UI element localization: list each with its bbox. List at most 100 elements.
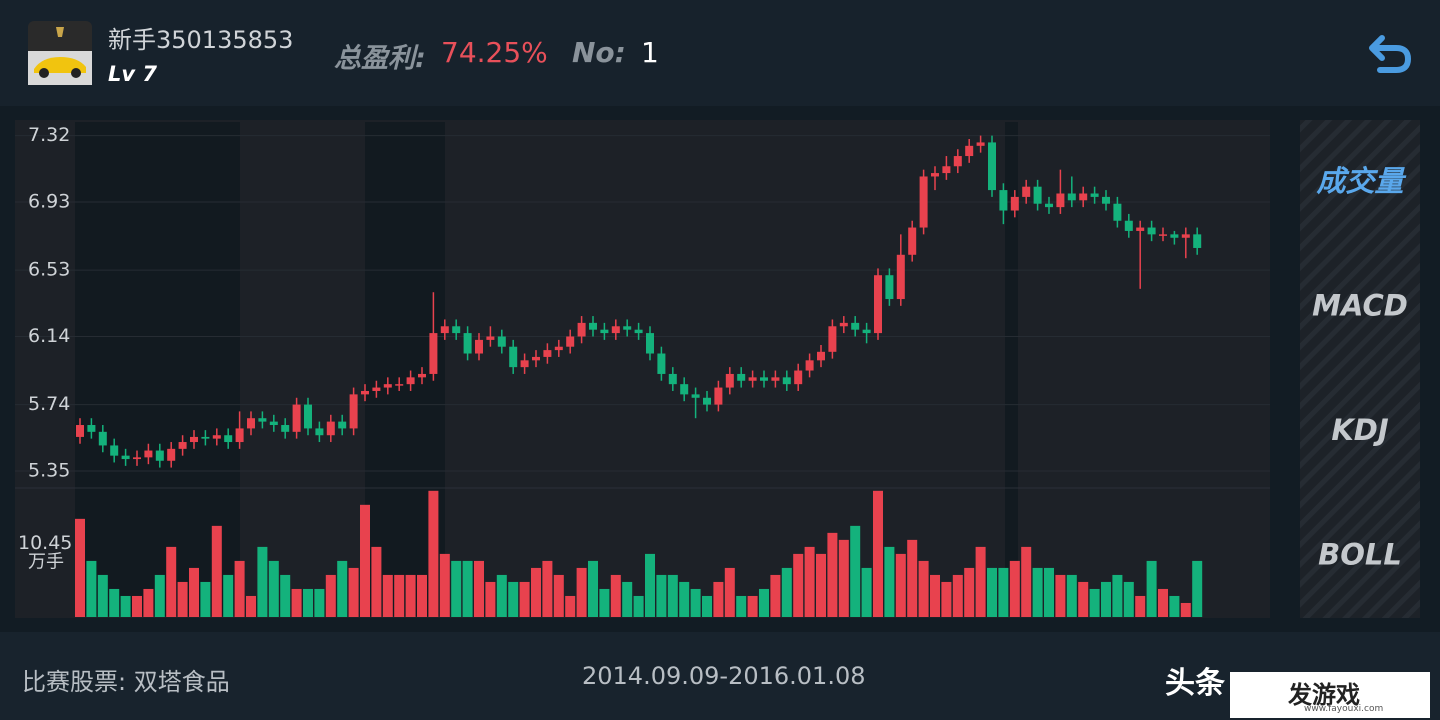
volume-bar: [132, 595, 142, 617]
candle-body: [988, 142, 996, 191]
candle-body: [589, 322, 597, 330]
candle-body: [429, 333, 438, 374]
candle-body: [258, 418, 267, 422]
y-tick-label: 5.35: [28, 459, 70, 481]
candle-body: [1067, 193, 1076, 201]
indicator-tab[interactable]: KDJ: [1331, 413, 1389, 447]
volume-bar: [1032, 567, 1043, 617]
candle-body: [566, 336, 575, 347]
volume-bar: [804, 546, 815, 617]
volume-bar: [588, 560, 598, 617]
profit-label: 总盈利:: [334, 43, 426, 74]
candle-body: [1159, 234, 1167, 236]
candle-body: [1033, 186, 1042, 204]
candle-body: [1056, 193, 1065, 208]
volume-bar: [1055, 574, 1066, 617]
candle-body: [725, 373, 734, 388]
volume-bar: [75, 518, 85, 617]
volume-bar: [918, 560, 929, 617]
candle-body: [885, 275, 894, 300]
volume-bar: [519, 581, 530, 617]
volume-bar: [382, 574, 393, 617]
candle-body: [668, 373, 677, 385]
candle-body: [748, 377, 757, 381]
candle-body: [167, 448, 176, 461]
volume-bar: [303, 588, 313, 617]
candle-body: [281, 425, 290, 432]
volume-bar: [246, 595, 256, 617]
volume-bar: [975, 546, 986, 617]
candle-body: [486, 336, 495, 340]
volume-bar: [964, 567, 975, 617]
candle-body: [155, 450, 164, 461]
avatar[interactable]: [28, 21, 92, 85]
volume-bar: [838, 539, 849, 617]
candle-body: [269, 421, 278, 426]
candle-body: [965, 145, 974, 157]
candle-body: [646, 333, 654, 354]
volume-bar: [827, 532, 838, 617]
volume-bar: [268, 560, 279, 617]
candle-body: [1136, 227, 1145, 231]
volume-bar: [280, 574, 291, 617]
volume-bar: [1135, 595, 1146, 617]
candle-body: [851, 322, 860, 330]
footer: 比赛股票: 双塔食品 2014.09.09-2016.01.08 头条 发游戏 …: [0, 632, 1440, 720]
candle-body: [896, 254, 905, 300]
candle-body: [532, 356, 540, 361]
candle-body: [418, 373, 426, 378]
candle-body: [839, 322, 848, 327]
volume-bar: [439, 553, 450, 617]
volume-bar: [348, 567, 359, 617]
candle-body: [577, 322, 586, 337]
candle-body: [1181, 234, 1190, 238]
volume-bar: [576, 567, 587, 617]
header: 新手350135853 Lv 7 总盈利: 74.25% No: 1: [0, 0, 1440, 106]
candle-body: [361, 390, 369, 395]
watermark-url: www.fayouxi.com: [1304, 704, 1384, 714]
volume-bar: [200, 581, 211, 617]
candle-body: [999, 190, 1008, 211]
candle-body: [600, 329, 609, 334]
watermark-site: 发游戏: [1288, 681, 1360, 709]
volume-bar: [553, 574, 564, 617]
volume-bar: [223, 574, 234, 617]
volume-bar: [1123, 581, 1134, 617]
candle-body: [691, 394, 700, 398]
volume-bar: [1021, 546, 1032, 617]
indicator-tab[interactable]: MACD: [1312, 289, 1408, 323]
watermark-badge: 发游戏 www.fayouxi.com: [1230, 672, 1430, 718]
candle-body: [497, 336, 506, 347]
volume-bar: [884, 546, 895, 617]
back-button[interactable]: [1368, 34, 1412, 74]
y-tick-label: 6.14: [28, 325, 70, 347]
candle-body: [315, 428, 324, 436]
volume-bar: [542, 560, 553, 617]
candle-body: [463, 333, 472, 354]
candle-body: [121, 455, 130, 460]
volume-bar: [257, 546, 268, 617]
candle-body: [76, 425, 84, 437]
volume-bar: [1044, 567, 1054, 617]
candle-body: [395, 384, 404, 386]
candle-body: [1079, 193, 1088, 201]
candle-body: [1010, 196, 1019, 211]
candle-body: [224, 435, 233, 443]
watermark-source: 头条: [1165, 666, 1225, 701]
volume-bar: [941, 581, 952, 617]
indicator-tab[interactable]: BOLL: [1318, 538, 1402, 572]
volume-bar: [1158, 588, 1168, 617]
candle-body: [862, 329, 871, 334]
volume-bar: [622, 581, 633, 617]
volume-bar: [724, 567, 735, 617]
candle-body: [1147, 227, 1156, 235]
volume-bar: [770, 574, 781, 617]
indicator-tab[interactable]: 成交量: [1315, 164, 1406, 198]
candle-body: [190, 436, 198, 443]
volume-bar: [747, 595, 758, 617]
volume-bar: [679, 581, 690, 617]
volume-bar: [154, 574, 165, 617]
candle-body: [338, 421, 347, 429]
